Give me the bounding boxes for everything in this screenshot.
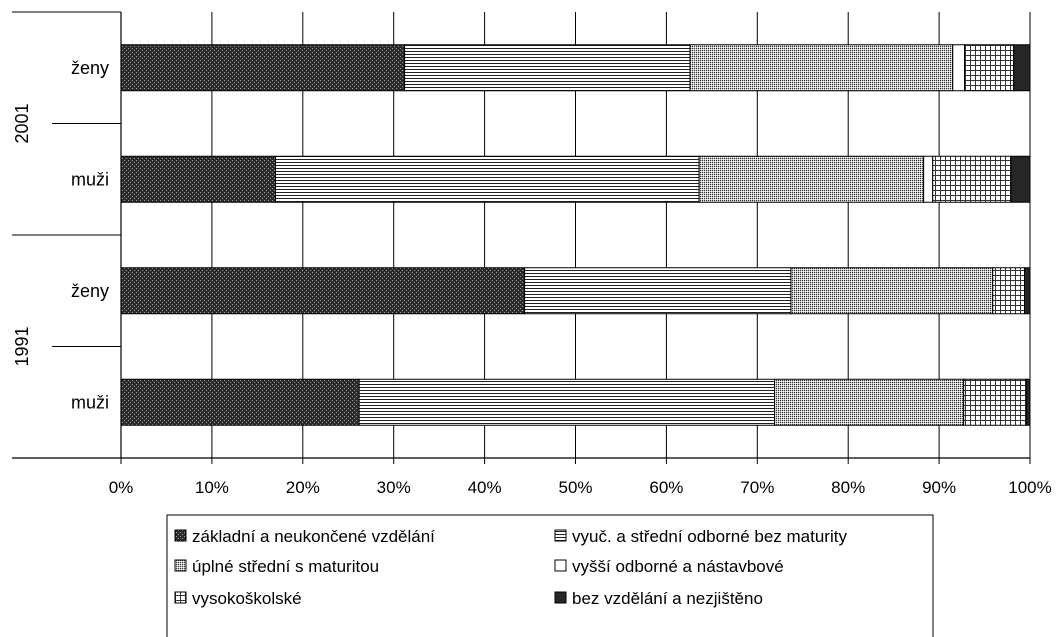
x-tick-label: 40% [468, 478, 502, 497]
group-label: 1991 [12, 326, 32, 366]
bar-segment [790, 267, 994, 315]
bar-segment [404, 44, 691, 92]
x-tick-label: 80% [831, 478, 865, 497]
bar-segment [923, 155, 934, 203]
x-tick-label: 30% [377, 478, 411, 497]
x-tick-label: 60% [649, 478, 683, 497]
legend-swatch [554, 591, 567, 604]
bar-segment [992, 267, 1026, 315]
legend-label: vyšší odborné a nástavbové [572, 557, 784, 576]
bar-segment [275, 155, 700, 203]
bar-segment [689, 44, 954, 92]
x-tick-label: 0% [109, 478, 134, 497]
x-tick-label: 70% [740, 478, 774, 497]
bar-segment [524, 267, 792, 315]
legend-swatch [174, 559, 187, 572]
bar-segment [963, 378, 1027, 426]
legend-label: bez vzdělání a nezjištěno [572, 589, 763, 608]
category-label: muži [71, 392, 109, 412]
legend-swatch [174, 529, 187, 542]
legend-label: úplné střední s maturitou [192, 557, 379, 576]
legend-swatch [554, 559, 567, 572]
bar-segment [120, 44, 406, 92]
x-tick-label: 10% [195, 478, 229, 497]
x-tick-label: 100% [1008, 478, 1051, 497]
x-tick-label: 20% [286, 478, 320, 497]
bar-segment [932, 155, 1012, 203]
legend-label: vysokoškolské [192, 589, 302, 608]
bar-segment [774, 378, 965, 426]
bar-segment [358, 378, 776, 426]
bar-segment [952, 44, 966, 92]
bar-segment [964, 44, 1015, 92]
legend-box [166, 514, 934, 637]
x-tick-label: 50% [558, 478, 592, 497]
bar-segment [120, 378, 360, 426]
category-label: ženy [71, 58, 109, 78]
bar-segment [1010, 155, 1031, 203]
bar-segment [1024, 267, 1031, 315]
category-label: muži [71, 169, 109, 189]
legend-label: vyuč. a střední odborné bez maturity [572, 527, 847, 546]
bar-segment [120, 155, 277, 203]
x-tick-label: 90% [922, 478, 956, 497]
legend: základní a neukončené vzdělání vyuč. a st… [166, 514, 934, 637]
category-label: ženy [71, 281, 109, 301]
legend-label: základní a neukončené vzdělání [192, 527, 435, 546]
bar-segment [698, 155, 925, 203]
bar-segment [1025, 378, 1031, 426]
bar-segment [1013, 44, 1031, 92]
legend-swatch [174, 591, 187, 604]
plot-area: 0% 10% 20% 30% 40% 50% 60% 70% 80% 90% 100% ženy muž… [12, 11, 1052, 497]
bar-segment [120, 267, 526, 315]
legend-swatch [554, 529, 567, 542]
group-label: 2001 [12, 103, 32, 143]
